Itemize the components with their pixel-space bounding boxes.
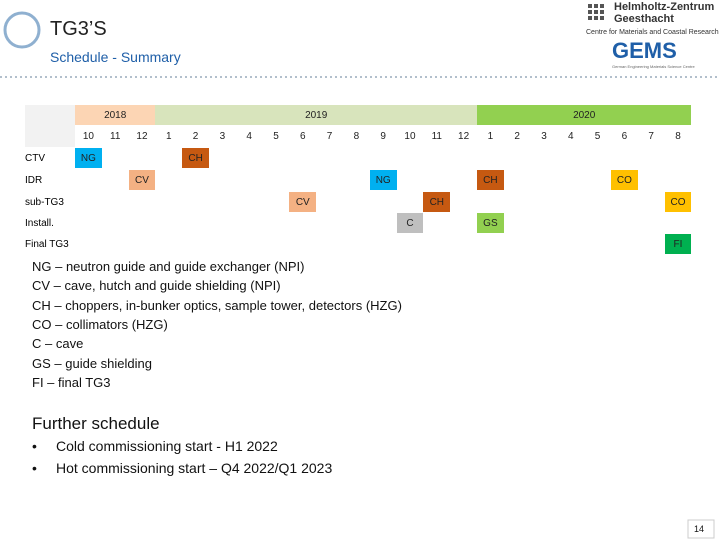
- month-header: 3: [209, 126, 236, 147]
- year-header: 2020: [477, 105, 692, 125]
- schedule-bar: CO: [611, 170, 638, 190]
- schedule-bar: NG: [369, 170, 397, 190]
- header-blank: [25, 105, 75, 147]
- row-label: CTV: [25, 152, 45, 164]
- month-header: 8: [343, 126, 370, 147]
- legend-line: FI – final TG3: [32, 374, 111, 390]
- schedule-bar: GS: [477, 213, 504, 233]
- row-label: Install.: [25, 217, 54, 229]
- month-header: 3: [530, 126, 558, 147]
- title: TG3’S: [50, 18, 107, 40]
- logo: [3, 11, 41, 49]
- org-tagline: Centre for Materials and Coastal Researc…: [586, 29, 719, 36]
- legend-line: GS – guide shielding: [32, 355, 152, 371]
- month-header: 11: [423, 126, 451, 147]
- legend-line: NG – neutron guide and guide exchanger (…: [32, 259, 305, 274]
- further-item: Cold commissioning start - H1 2022: [56, 438, 278, 454]
- org-name: Geesthacht: [614, 13, 674, 25]
- hzg-logo: [588, 4, 604, 20]
- year-header: 2019: [155, 105, 477, 125]
- schedule-bar: C: [396, 213, 424, 233]
- month-header: 12: [128, 126, 156, 147]
- brand: GEMS: [612, 38, 677, 63]
- bullet: •: [32, 460, 37, 476]
- schedule-bar: CH: [182, 148, 209, 168]
- bullet: •: [32, 438, 37, 454]
- subtitle: Schedule - Summary: [50, 49, 181, 65]
- legend-line: CH – choppers, in-bunker optics, sample …: [32, 297, 402, 313]
- schedule-bar: CO: [664, 192, 692, 212]
- schedule-bar: CH: [477, 170, 504, 190]
- legend-line: CV – cave, hutch and guide shielding (NP…: [32, 278, 281, 294]
- month-header: 10: [75, 126, 102, 147]
- schedule-bar: CV: [128, 170, 156, 190]
- month-header: 7: [637, 126, 665, 147]
- month-header: 5: [262, 126, 290, 147]
- month-header: 6: [289, 126, 317, 147]
- month-header: 4: [235, 126, 263, 147]
- month-header: 2: [182, 126, 209, 147]
- legend-line: C – cave: [32, 336, 84, 352]
- month-header: 1: [155, 126, 183, 147]
- month-header: 1: [477, 126, 504, 147]
- row-label: IDR: [25, 174, 43, 186]
- row-label: Final TG3: [25, 238, 69, 250]
- month-header: 12: [450, 126, 477, 147]
- legend-line: CO – collimators (HZG): [32, 316, 168, 332]
- org-name: Helmholtz-Zentrum: [614, 1, 715, 13]
- schedule-bar: CH: [423, 192, 451, 212]
- schedule-bar: NG: [75, 148, 102, 168]
- page-number: 14: [694, 524, 705, 534]
- year-header: 2018: [75, 105, 156, 125]
- month-header: 11: [101, 126, 129, 147]
- row-label: sub-TG3: [25, 196, 64, 208]
- month-header: 8: [664, 126, 692, 147]
- page-box: [687, 519, 715, 539]
- schedule-bar: CV: [289, 192, 317, 212]
- further-item: Hot commissioning start – Q4 2022/Q1 202…: [56, 460, 333, 476]
- month-header: 9: [369, 126, 397, 147]
- month-header: 7: [316, 126, 343, 147]
- month-header: 6: [611, 126, 638, 147]
- schedule-bar: FI: [664, 234, 692, 254]
- month-header: 4: [557, 126, 585, 147]
- brand-tagline: German Engineering Materials Science Cen…: [612, 64, 695, 69]
- month-header: 10: [396, 126, 424, 147]
- month-header: 2: [503, 126, 531, 147]
- further-heading: Further schedule: [32, 414, 160, 433]
- month-header: 5: [584, 126, 611, 147]
